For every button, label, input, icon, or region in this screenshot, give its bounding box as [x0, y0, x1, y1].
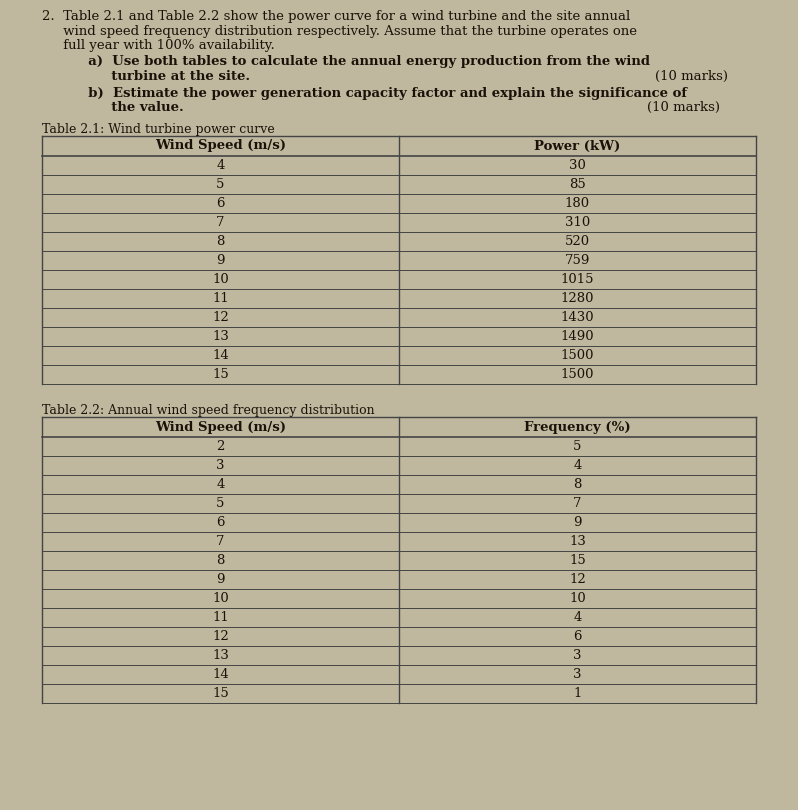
Text: 8: 8 — [216, 554, 225, 567]
Text: 11: 11 — [212, 611, 229, 624]
Text: Wind Speed (m/s): Wind Speed (m/s) — [155, 420, 286, 433]
Text: 310: 310 — [565, 216, 591, 229]
Text: (10 marks): (10 marks) — [655, 70, 728, 83]
Text: 4: 4 — [216, 159, 225, 172]
Text: 10: 10 — [212, 592, 229, 605]
Text: 3: 3 — [573, 649, 582, 662]
Text: turbine at the site.: turbine at the site. — [42, 70, 250, 83]
Text: 6: 6 — [216, 197, 225, 210]
Text: 5: 5 — [216, 497, 225, 510]
Text: 13: 13 — [569, 535, 586, 548]
Text: 8: 8 — [573, 478, 582, 491]
Text: 12: 12 — [212, 311, 229, 324]
Text: 180: 180 — [565, 197, 590, 210]
Text: 12: 12 — [569, 573, 586, 586]
Text: wind speed frequency distribution respectively. Assume that the turbine operates: wind speed frequency distribution respec… — [42, 24, 637, 37]
Text: 9: 9 — [216, 254, 225, 267]
Text: 13: 13 — [212, 330, 229, 343]
Text: 4: 4 — [216, 478, 225, 491]
Text: 520: 520 — [565, 235, 590, 248]
Text: 13: 13 — [212, 649, 229, 662]
Text: 7: 7 — [216, 535, 225, 548]
Text: 1280: 1280 — [561, 292, 595, 305]
Text: 30: 30 — [569, 159, 586, 172]
Text: (10 marks): (10 marks) — [647, 101, 720, 114]
Text: 1015: 1015 — [561, 273, 595, 286]
Text: 9: 9 — [216, 573, 225, 586]
Text: 15: 15 — [212, 687, 229, 700]
Text: 14: 14 — [212, 668, 229, 681]
Text: 759: 759 — [565, 254, 591, 267]
Text: 1490: 1490 — [561, 330, 595, 343]
Text: 10: 10 — [212, 273, 229, 286]
Text: Table 2.1: Wind turbine power curve: Table 2.1: Wind turbine power curve — [42, 123, 275, 136]
Text: 6: 6 — [573, 630, 582, 643]
Text: 3: 3 — [216, 459, 225, 472]
Text: Table 2.2: Annual wind speed frequency distribution: Table 2.2: Annual wind speed frequency d… — [42, 404, 374, 417]
Text: 11: 11 — [212, 292, 229, 305]
Text: 3: 3 — [573, 668, 582, 681]
Text: 4: 4 — [573, 611, 582, 624]
Text: 2.  Table 2.1 and Table 2.2 show the power curve for a wind turbine and the site: 2. Table 2.1 and Table 2.2 show the powe… — [42, 10, 630, 23]
Text: 1500: 1500 — [561, 368, 595, 381]
Text: 85: 85 — [569, 178, 586, 191]
Text: 9: 9 — [573, 516, 582, 529]
Text: Power (kW): Power (kW) — [535, 139, 621, 152]
Text: the value.: the value. — [42, 101, 184, 114]
Text: full year with 100% availability.: full year with 100% availability. — [42, 39, 275, 52]
Text: 5: 5 — [216, 178, 225, 191]
Text: 12: 12 — [212, 630, 229, 643]
Text: 7: 7 — [573, 497, 582, 510]
Text: Wind Speed (m/s): Wind Speed (m/s) — [155, 139, 286, 152]
Text: a)  Use both tables to calculate the annual energy production from the wind: a) Use both tables to calculate the annu… — [42, 56, 650, 69]
Text: b)  Estimate the power generation capacity factor and explain the significance o: b) Estimate the power generation capacit… — [42, 87, 687, 100]
Text: 15: 15 — [569, 554, 586, 567]
Text: 4: 4 — [573, 459, 582, 472]
Text: 6: 6 — [216, 516, 225, 529]
Text: 8: 8 — [216, 235, 225, 248]
Text: 1: 1 — [573, 687, 582, 700]
Text: 15: 15 — [212, 368, 229, 381]
Text: 5: 5 — [573, 440, 582, 453]
Text: 2: 2 — [216, 440, 225, 453]
Text: Frequency (%): Frequency (%) — [524, 420, 630, 433]
Text: 1500: 1500 — [561, 349, 595, 362]
Text: 10: 10 — [569, 592, 586, 605]
Text: 7: 7 — [216, 216, 225, 229]
Text: 14: 14 — [212, 349, 229, 362]
Text: 1430: 1430 — [561, 311, 595, 324]
